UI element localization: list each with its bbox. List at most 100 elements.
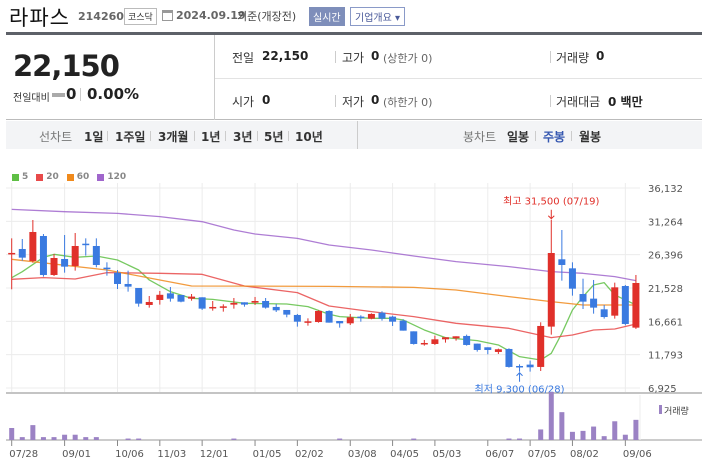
volume-bar (569, 431, 575, 440)
y-tick-label: 36,132 (648, 184, 683, 195)
high-label: 고가 (342, 51, 365, 65)
candle-body (590, 298, 598, 308)
volume-bar (231, 438, 237, 440)
upper-limit: (상한가 0) (383, 52, 433, 65)
x-tick-label: 01/05 (253, 449, 282, 460)
volume-bar (62, 434, 68, 440)
volume-bar (337, 438, 343, 440)
candle-body (114, 272, 121, 284)
candle-body (611, 287, 619, 316)
volume-bar (83, 437, 89, 440)
tab-3month[interactable]: 3개월 (158, 130, 189, 144)
candle-body (399, 320, 407, 331)
x-tick-label: 03/08 (348, 449, 377, 460)
candle-body (600, 309, 608, 318)
x-tick-label: 06/07 (485, 449, 514, 460)
legend-ma20: 20 (36, 172, 59, 182)
volume-bar (19, 437, 25, 440)
tab-monthly[interactable]: 월봉 (579, 130, 602, 144)
candle-body (315, 310, 323, 323)
divider (550, 51, 551, 63)
tab-1year[interactable]: 1년 (201, 130, 221, 144)
volume-bar (538, 429, 544, 440)
candle-body (357, 316, 365, 319)
lower-limit: (하한가 0) (383, 96, 433, 109)
low-value: 0 (371, 93, 380, 107)
x-tick-label: 04/05 (390, 449, 419, 460)
candle-body (378, 312, 386, 319)
x-tick-label: 11/03 (157, 449, 186, 460)
candle-body (124, 283, 132, 287)
tab-1day[interactable]: 1일 (84, 130, 104, 144)
volume-bar (40, 437, 46, 440)
prev-close-label: 전일 (232, 51, 255, 65)
x-tick-label: 10/06 (115, 449, 144, 460)
x-tick-label: 05/03 (432, 449, 461, 460)
amount-label: 거래대금 (556, 95, 601, 109)
tab-3year[interactable]: 3년 (233, 130, 253, 144)
volume-bar (9, 428, 15, 440)
tab-daily[interactable]: 일봉 (507, 130, 530, 144)
divider (335, 95, 336, 107)
candle-body (262, 301, 270, 308)
candle-body (526, 364, 534, 368)
divider (357, 121, 358, 149)
price-box (6, 35, 215, 120)
candle-body (82, 243, 90, 246)
candle-body (293, 314, 301, 322)
company-overview-dropdown[interactable]: 기업개요 ▾ (350, 7, 405, 26)
y-tick-label: 6,925 (648, 384, 677, 395)
divider (225, 131, 226, 141)
base-date: 2024.09.19 (176, 9, 246, 22)
candle-body (156, 294, 164, 300)
candle-body (166, 293, 174, 299)
base-status: 기준(개장전) (237, 10, 297, 23)
candle-body (92, 245, 100, 265)
divider (550, 95, 551, 107)
candle-body (367, 313, 375, 319)
low-annotation: 최저 9,300 (06/28) (475, 384, 565, 396)
candle-body (346, 317, 354, 324)
divider (571, 131, 572, 141)
candle-body (431, 339, 439, 344)
volume-bar (633, 419, 639, 440)
volume-bar (411, 438, 417, 440)
tab-1week[interactable]: 1주일 (115, 130, 146, 144)
volume-bar (601, 436, 607, 440)
low-label: 저가 (342, 95, 365, 109)
divider (215, 78, 702, 79)
change-value: 0 (66, 85, 77, 103)
candle-body (568, 268, 576, 289)
candle-body (505, 348, 513, 367)
candle-body (230, 302, 238, 305)
x-tick-label: 08/02 (570, 449, 599, 460)
company-name: 라파스 (9, 6, 70, 30)
candle-body (410, 331, 418, 344)
volume-legend-label: 거래량 (664, 405, 689, 417)
tab-weekly[interactable]: 주봉 (543, 130, 566, 144)
candle-body (251, 301, 259, 303)
volume-bar (136, 438, 142, 440)
amount-value: 0 백만 (608, 95, 643, 109)
x-tick-label: 09/06 (623, 449, 652, 460)
realtime-button[interactable]: 실시간 (309, 7, 345, 26)
candle-body (336, 320, 344, 324)
arrow-down-icon (547, 209, 555, 220)
volume-bar (517, 438, 523, 440)
volume-bar (93, 437, 99, 440)
y-tick-label: 31,264 (648, 217, 683, 228)
volume-bar (559, 412, 565, 440)
candle-body (188, 296, 196, 299)
tab-10year[interactable]: 10년 (295, 130, 323, 144)
candle-chart-label: 봉차트 (463, 130, 497, 144)
divider (257, 131, 258, 141)
arrow-up-icon (516, 372, 523, 382)
divider (194, 131, 195, 141)
candle-body (198, 297, 206, 309)
candle-body (441, 337, 449, 340)
candle-body (537, 325, 545, 367)
tab-5year[interactable]: 5년 (264, 130, 284, 144)
candle-body (579, 294, 587, 302)
volume-bar (622, 434, 628, 440)
change-label: 전일대비 (13, 93, 50, 104)
